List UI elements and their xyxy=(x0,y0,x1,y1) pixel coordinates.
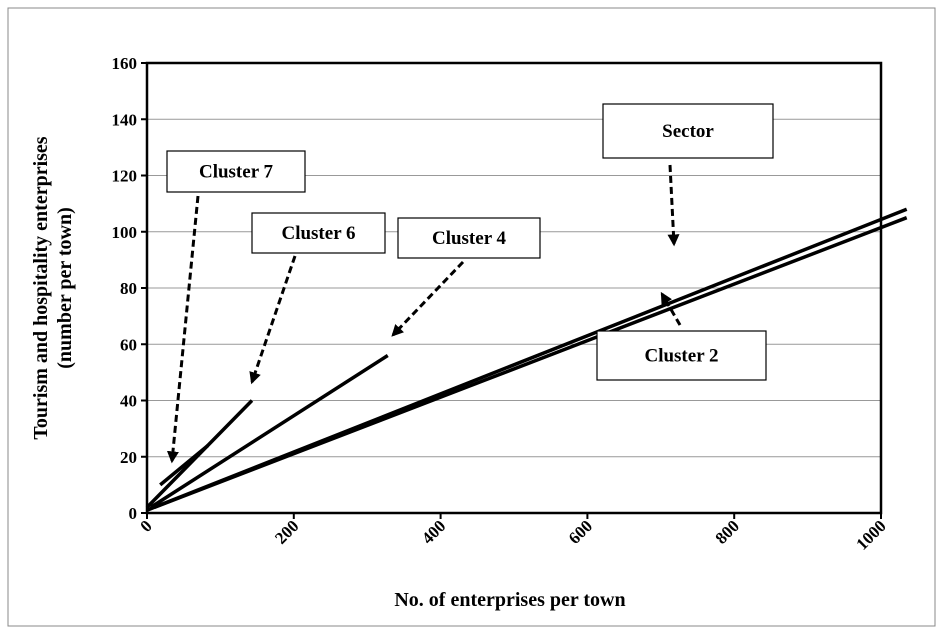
callout-box xyxy=(166,150,306,193)
series-line xyxy=(149,354,389,509)
y-tick-label: 80 xyxy=(120,279,137,298)
y-axis-label-line: Tourism and hospitality enterprises xyxy=(30,136,52,439)
y-tick-label: 20 xyxy=(120,448,137,467)
plot-frame xyxy=(145,61,883,515)
chart-border xyxy=(7,7,936,627)
y-tick-label: 0 xyxy=(129,504,138,523)
callout-arrow xyxy=(249,255,297,385)
y-tick-label: 160 xyxy=(112,54,138,73)
callout-arrow xyxy=(667,164,680,247)
callout-label: Cluster 6 xyxy=(281,223,355,244)
callout-arrow xyxy=(660,291,682,326)
callout-label: Cluster 2 xyxy=(644,346,718,367)
series-line xyxy=(153,216,908,510)
y-axis-label-line: (number per town) xyxy=(54,207,76,368)
y-tick-label: 120 xyxy=(112,167,138,186)
x-axis-label: No. of enterprises per town xyxy=(394,589,625,611)
callout-arrow xyxy=(391,260,465,337)
callout-arrow xyxy=(166,195,200,464)
callout-box xyxy=(602,103,774,159)
callout-box xyxy=(397,217,541,259)
y-tick-label: 140 xyxy=(112,110,138,129)
callout-label: Sector xyxy=(662,121,714,142)
callout-box xyxy=(251,212,386,254)
y-tick-label: 100 xyxy=(112,223,138,242)
callout-box xyxy=(596,330,767,381)
series-line xyxy=(159,444,210,487)
callout-label: Cluster 4 xyxy=(432,228,507,249)
y-tick-label: 40 xyxy=(120,392,137,411)
y-tick-label: 60 xyxy=(120,335,137,354)
y-axis-label: Tourism and hospitality enterprises (num… xyxy=(30,136,76,439)
callout-label: Cluster 7 xyxy=(199,162,274,183)
